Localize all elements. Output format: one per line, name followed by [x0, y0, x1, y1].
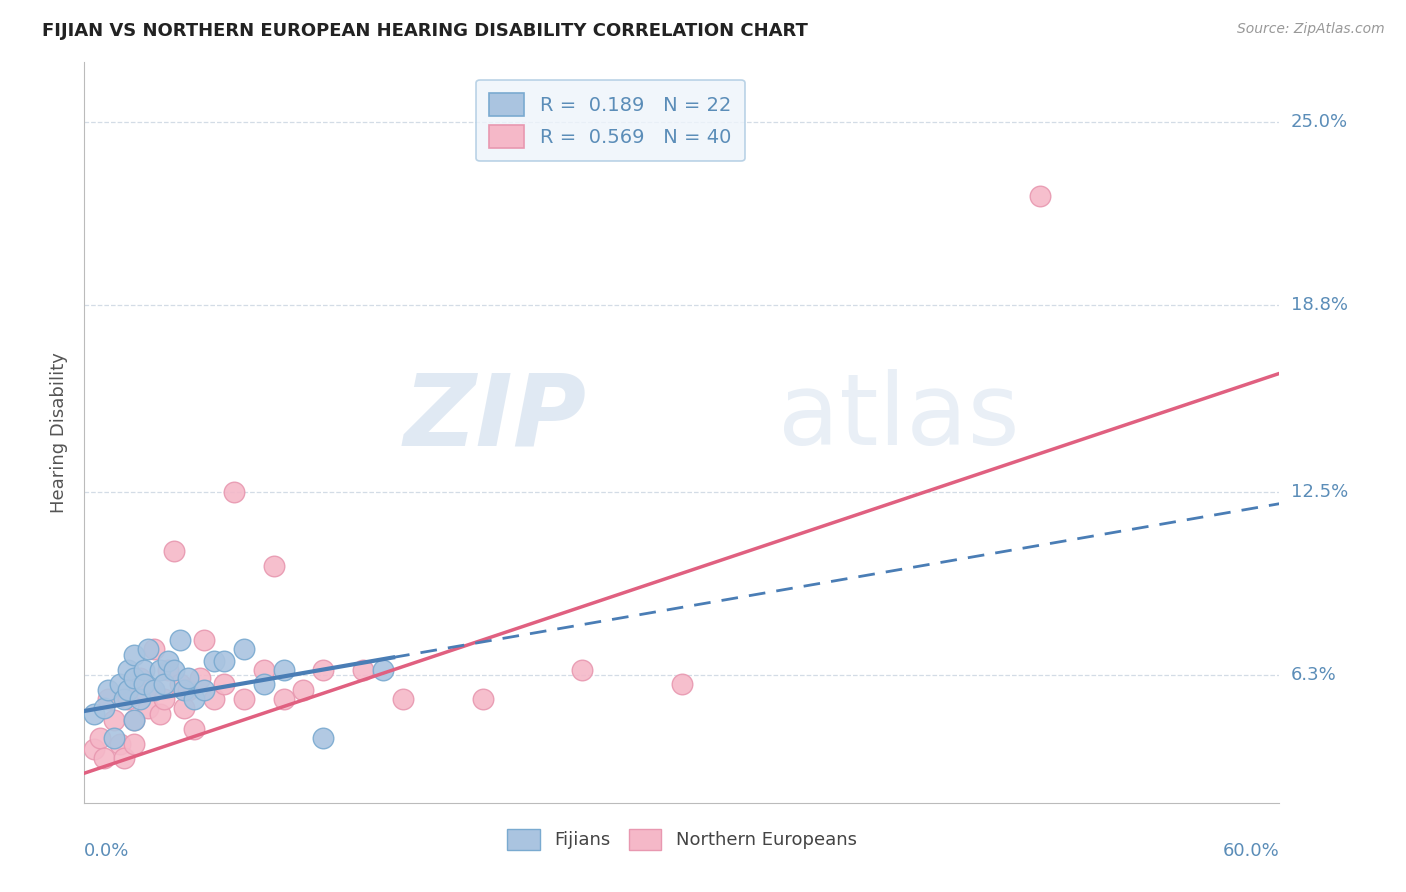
Point — [122, 713, 145, 727]
Point — [122, 713, 145, 727]
Point — [222, 484, 245, 499]
Point — [253, 663, 276, 677]
Point — [110, 737, 132, 751]
Point — [110, 677, 132, 691]
Point — [157, 663, 180, 677]
Point — [97, 683, 120, 698]
Point — [143, 641, 166, 656]
Point — [177, 683, 200, 698]
Point — [312, 663, 335, 677]
Point — [153, 677, 176, 691]
Point — [392, 692, 415, 706]
Text: 25.0%: 25.0% — [1291, 112, 1348, 130]
Point — [202, 692, 225, 706]
Point — [136, 701, 159, 715]
Point — [129, 692, 152, 706]
Point — [89, 731, 111, 745]
Point — [117, 663, 139, 677]
Point — [143, 683, 166, 698]
Text: 60.0%: 60.0% — [1223, 842, 1279, 860]
Point — [169, 677, 191, 691]
Text: FIJIAN VS NORTHERN EUROPEAN HEARING DISABILITY CORRELATION CHART: FIJIAN VS NORTHERN EUROPEAN HEARING DISA… — [42, 22, 808, 40]
Point — [103, 713, 125, 727]
Point — [173, 701, 195, 715]
Text: 6.3%: 6.3% — [1291, 666, 1336, 684]
Point — [202, 654, 225, 668]
Point — [571, 663, 593, 677]
Text: atlas: atlas — [778, 369, 1019, 467]
Point — [157, 654, 180, 668]
Point — [136, 641, 159, 656]
Point — [173, 683, 195, 698]
Text: 12.5%: 12.5% — [1291, 483, 1348, 500]
Point — [112, 751, 135, 765]
Point — [132, 677, 156, 691]
Point — [253, 677, 276, 691]
Point — [671, 677, 693, 691]
Point — [183, 722, 205, 736]
Point — [1029, 188, 1052, 202]
Point — [149, 706, 172, 721]
Point — [352, 663, 374, 677]
Point — [129, 672, 152, 686]
Point — [212, 677, 235, 691]
Point — [103, 731, 125, 745]
Point — [263, 558, 285, 573]
Point — [188, 672, 211, 686]
Text: Source: ZipAtlas.com: Source: ZipAtlas.com — [1237, 22, 1385, 37]
Point — [292, 683, 315, 698]
Point — [177, 672, 200, 686]
Point — [373, 663, 395, 677]
Point — [149, 663, 172, 677]
Point — [212, 654, 235, 668]
Text: 18.8%: 18.8% — [1291, 296, 1347, 314]
Point — [183, 692, 205, 706]
Point — [232, 692, 254, 706]
Point — [83, 742, 105, 756]
Point — [312, 731, 335, 745]
Point — [112, 692, 135, 706]
Point — [169, 632, 191, 647]
Point — [471, 692, 494, 706]
Point — [163, 544, 186, 558]
Point — [93, 701, 115, 715]
Point — [97, 692, 120, 706]
Text: ZIP: ZIP — [404, 369, 586, 467]
Y-axis label: Hearing Disability: Hearing Disability — [49, 352, 67, 513]
Point — [132, 683, 156, 698]
Point — [117, 692, 139, 706]
Point — [122, 648, 145, 662]
Point — [273, 692, 295, 706]
Point — [93, 751, 115, 765]
Point — [232, 641, 254, 656]
Point — [193, 683, 215, 698]
Point — [273, 663, 295, 677]
Point — [83, 706, 105, 721]
Point — [117, 683, 139, 698]
Point — [163, 663, 186, 677]
Legend: Fijians, Northern Europeans: Fijians, Northern Europeans — [496, 818, 868, 861]
Text: 0.0%: 0.0% — [84, 842, 129, 860]
Point — [122, 672, 145, 686]
Point — [132, 663, 156, 677]
Point — [193, 632, 215, 647]
Point — [143, 683, 166, 698]
Point — [122, 737, 145, 751]
Point — [153, 692, 176, 706]
